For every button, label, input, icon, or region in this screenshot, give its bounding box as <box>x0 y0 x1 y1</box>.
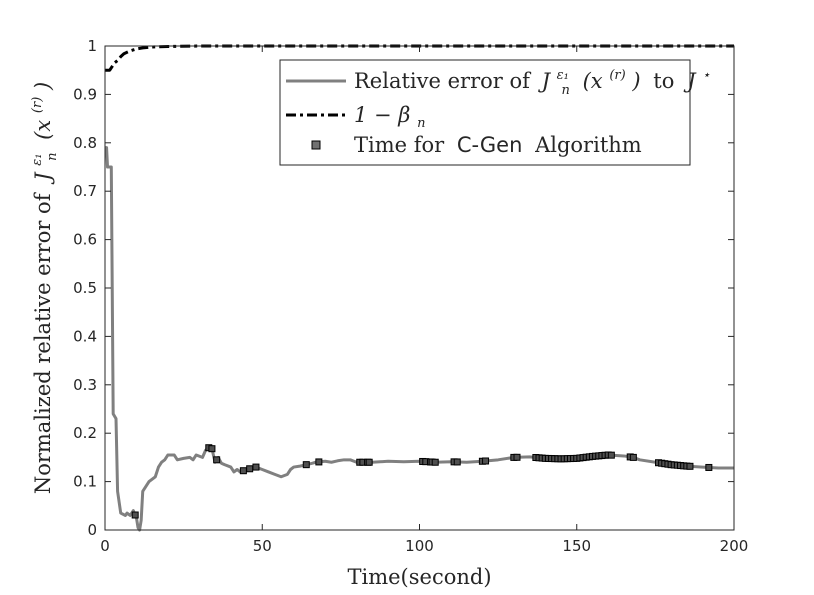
legend-entry-relative-error: Relative error of J ε₁ n (x (r) ) to J ⋆ <box>354 60 710 99</box>
cgen-marker <box>686 462 694 470</box>
cgen-marker <box>213 456 221 464</box>
y-axis-title-arg: (x <box>31 120 55 140</box>
y-axis-title-sub: n <box>45 152 60 160</box>
y-tick-label: 0.3 <box>73 376 97 394</box>
y-tick-label: 0.9 <box>73 85 97 103</box>
x-axis-title: Time(second) <box>347 565 491 589</box>
y-axis-title-math: J <box>31 171 55 185</box>
cgen-marker <box>246 465 254 473</box>
marker-layer <box>131 444 713 519</box>
x-tick-label: 0 <box>100 537 110 555</box>
y-tick-label: 0.5 <box>73 279 97 297</box>
y-tick-label: 0.7 <box>73 182 97 200</box>
y-axis-title-prefix: Normalized relative error of <box>31 191 55 494</box>
x-tick-label: 50 <box>253 537 272 555</box>
legend-beta-sub: n <box>417 116 425 131</box>
y-axis-title-sup: ε₁ <box>30 154 45 166</box>
y-axis-title-arg-close: ) <box>31 82 55 91</box>
y-tick-label: 0.1 <box>73 473 97 491</box>
legend-relative-Jstar: J <box>683 69 697 93</box>
cgen-marker <box>705 463 713 471</box>
x-tick-label: 150 <box>562 537 591 555</box>
cgen-marker <box>239 467 247 475</box>
legend-entry-beta: 1 − β n <box>354 103 426 131</box>
cgen-marker <box>208 445 216 453</box>
cgen-marker <box>365 458 373 466</box>
y-tick-label: 0.2 <box>73 424 97 442</box>
legend-relative-sup: ε₁ <box>557 68 569 83</box>
cgen-marker <box>482 457 490 465</box>
legend-relative-star: ⋆ <box>702 68 710 83</box>
legend-relative-J: J <box>538 69 552 93</box>
tick-layer: 0 50 100 150 200 0 0.1 0.2 0.3 0.4 0.5 0.6 0.7 0.8 0.9… <box>73 37 748 555</box>
y-tick-label: 0.8 <box>73 134 97 152</box>
cgen-marker <box>431 458 439 466</box>
cgen-marker <box>302 461 310 469</box>
y-axis-title-arg-sup: (r) <box>30 97 45 113</box>
legend-relative-arg-close: ) <box>631 69 640 93</box>
legend-entry-cgen: Time for C-Gen Algorithm <box>354 133 642 157</box>
cgen-marker <box>315 458 323 466</box>
legend-cgen-pre: Time for <box>354 133 445 157</box>
cgen-marker <box>629 453 637 461</box>
legend: Relative error of J ε₁ n (x (r) ) to J ⋆… <box>279 59 710 166</box>
y-axis-title: Normalized relative error of J ε₁ n (x (… <box>22 82 61 494</box>
y-tick-label: 1 <box>87 37 97 55</box>
legend-cgen-post: Algorithm <box>534 133 642 157</box>
cgen-marker <box>131 511 139 519</box>
x-tick-label: 200 <box>720 537 749 555</box>
legend-relative-arg: (x <box>583 69 603 93</box>
y-tick-label: 0.6 <box>73 231 97 249</box>
series-line-beta <box>105 44 734 72</box>
legend-relative-mid: to <box>653 69 674 93</box>
legend-box <box>279 59 691 166</box>
cgen-marker <box>513 453 521 461</box>
y-tick-label: 0.4 <box>73 327 97 345</box>
cgen-marker <box>607 451 615 459</box>
cgen-marker <box>453 458 461 466</box>
legend-swatch-cgen-marker <box>311 140 321 150</box>
y-tick-label: 0 <box>87 521 97 539</box>
legend-beta-text: 1 − β <box>354 103 410 127</box>
legend-cgen-sans: C-Gen <box>457 133 523 157</box>
legend-relative-arg-sup: (r) <box>609 68 625 83</box>
cgen-marker <box>252 463 260 471</box>
legend-relative-sub: n <box>562 83 570 98</box>
legend-relative-pre: Relative error of <box>354 69 532 93</box>
x-tick-label: 100 <box>405 537 434 555</box>
